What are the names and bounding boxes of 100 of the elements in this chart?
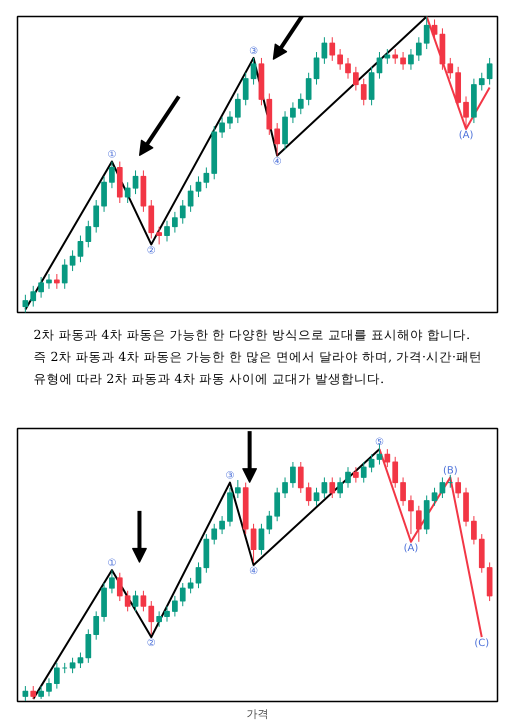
candlestick xyxy=(109,570,115,594)
candlestick xyxy=(109,161,115,189)
candlestick xyxy=(62,662,68,674)
candlestick xyxy=(416,505,422,542)
candlestick xyxy=(188,577,194,594)
candlestick xyxy=(22,686,28,702)
candlestick xyxy=(227,110,233,130)
candlestick xyxy=(345,57,351,80)
candlestick xyxy=(455,476,462,499)
candlestick xyxy=(219,116,225,138)
candlestick xyxy=(250,523,256,563)
annotation: (B) xyxy=(442,465,458,476)
annotation: ③ xyxy=(225,470,234,482)
candlestick xyxy=(337,48,343,70)
candlestick xyxy=(250,57,256,86)
annotation: ④ xyxy=(249,566,258,577)
candlestick xyxy=(132,590,138,612)
annotation: ⑤ xyxy=(374,437,384,448)
candlestick xyxy=(400,476,406,506)
annotation: ③ xyxy=(249,46,258,57)
candlestick xyxy=(156,226,162,245)
candlestick xyxy=(93,200,100,234)
candlestick xyxy=(416,36,422,62)
annotation: ② xyxy=(146,638,156,650)
candlestick xyxy=(101,176,107,212)
candlestick xyxy=(322,476,328,499)
candlestick xyxy=(196,176,202,198)
text: 2차 파동과 4차 파동은 가능한 한 다양한 방식으로 교대를 표시해야 합니다. xyxy=(33,327,470,342)
candlestick xyxy=(85,628,92,664)
candlestick xyxy=(38,686,44,700)
candlestick xyxy=(70,250,76,272)
candlestick xyxy=(282,476,288,499)
candlestick xyxy=(46,678,52,697)
candlestick xyxy=(329,476,336,499)
candlestick xyxy=(384,48,390,64)
candlestick xyxy=(38,276,44,298)
candlestick xyxy=(85,220,92,248)
candlestick xyxy=(424,16,430,50)
annotation: ① xyxy=(107,558,116,570)
candlestick xyxy=(274,122,280,156)
candlestick xyxy=(345,466,351,488)
candlestick xyxy=(30,285,36,308)
candlestick xyxy=(172,211,178,234)
candlestick xyxy=(408,494,414,535)
candlestick xyxy=(368,454,374,473)
text: 즉 2차 파동과 4차 파동은 가능한 한 많은 면에서 달라야 하며, 가격·시간·패턴 xyxy=(33,349,482,364)
candlestick xyxy=(471,516,477,545)
candlestick xyxy=(486,57,492,86)
candlestick xyxy=(78,235,84,263)
candlestick xyxy=(314,52,320,86)
candlestick xyxy=(329,36,336,62)
candlestick xyxy=(70,657,76,674)
candlestick xyxy=(392,456,398,488)
candlestick xyxy=(54,662,60,690)
candlestick xyxy=(22,294,28,312)
annotation: (A) xyxy=(404,542,418,554)
annotation: ① xyxy=(107,150,116,161)
candlestick xyxy=(164,220,170,242)
candlestick xyxy=(353,66,359,91)
x-axis-title: 가격 xyxy=(246,708,268,720)
candlestick xyxy=(180,200,186,224)
candlestick xyxy=(164,606,170,622)
candlestick xyxy=(132,170,138,195)
candlestick xyxy=(156,610,162,628)
candlestick xyxy=(62,258,68,290)
candlestick xyxy=(360,461,367,484)
annotation: (A) xyxy=(458,130,474,141)
candlestick xyxy=(337,476,343,499)
candlestick xyxy=(353,466,359,484)
candlestick xyxy=(290,461,296,488)
candlestick xyxy=(234,480,241,499)
annotation: ④ xyxy=(272,156,282,168)
text: 유형에 따라 2차 파동과 4차 파동 사이에 교대가 발생합니다. xyxy=(33,371,384,386)
candlestick xyxy=(266,510,272,535)
candlestick xyxy=(408,48,414,70)
candlestick xyxy=(54,274,60,290)
candlestick xyxy=(478,72,485,91)
candlestick xyxy=(298,461,304,494)
candlestick xyxy=(447,57,454,80)
candlestick xyxy=(188,184,194,212)
candlestick xyxy=(306,482,312,506)
candlestick xyxy=(172,595,178,618)
candlestick xyxy=(447,474,454,488)
candlestick xyxy=(258,523,264,556)
candlestick xyxy=(322,36,328,64)
candlestick xyxy=(78,652,84,669)
annotation: ② xyxy=(146,245,156,256)
candlestick xyxy=(290,102,296,124)
annotation: (C) xyxy=(474,638,490,650)
candlestick xyxy=(148,600,154,636)
candlestick xyxy=(440,476,446,499)
candlestick xyxy=(400,52,406,70)
candlestick xyxy=(211,523,218,545)
candlestick xyxy=(376,52,382,80)
candlestick xyxy=(392,48,398,64)
candlestick xyxy=(360,78,367,106)
candlestick xyxy=(234,92,241,124)
candlestick xyxy=(274,487,280,522)
candlestick xyxy=(203,166,210,189)
candlestick xyxy=(93,610,100,640)
